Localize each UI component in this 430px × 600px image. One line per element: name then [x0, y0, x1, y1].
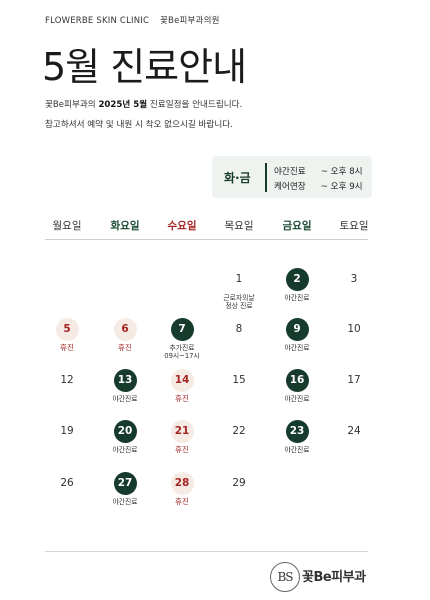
day-number: 10	[347, 322, 361, 335]
day-number: 24	[347, 424, 361, 437]
calendar-day: 23 야간진료	[267, 419, 327, 455]
day-note: 야간진료	[284, 394, 310, 403]
calendar-day: 21 휴진	[152, 419, 212, 455]
calendar-day: 7 추가진료 09시~17시	[152, 317, 212, 361]
calendar-day: 10	[324, 318, 384, 341]
calendar-day: 5 휴진	[37, 317, 97, 353]
day-note: 야간진료	[284, 293, 310, 302]
hours-value: ~ 오후 8시	[320, 167, 363, 177]
day-note: 야간진료	[112, 394, 138, 403]
day-note: 휴진	[175, 496, 189, 506]
day-note: 야간진료	[112, 445, 138, 454]
logo-text: 꽃Be피부과	[302, 570, 366, 585]
hours-label: 야간진료	[274, 167, 306, 177]
calendar-day: 22	[209, 420, 269, 443]
day-number: 13	[113, 368, 137, 392]
day-number: 9	[285, 317, 309, 341]
header-divider	[45, 239, 368, 240]
calendar-day: 9 야간진료	[267, 317, 327, 353]
weekday-label: 월요일	[52, 220, 82, 232]
day-note: 휴진	[60, 342, 74, 352]
night-hours-box: 화·금 야간진료 ~ 오후 8시 케어연장 ~ 오후 9시	[212, 156, 372, 198]
footer-divider	[45, 551, 368, 552]
day-number: 5	[55, 317, 79, 341]
hours-days: 화·금	[224, 171, 251, 185]
day-number: 2	[285, 267, 309, 291]
day-number: 17	[347, 373, 361, 386]
clinic-name-kr: 꽃Be피부과의원	[160, 16, 220, 26]
calendar-day: 15	[209, 369, 269, 392]
calendar-day: 27 야간진료	[95, 471, 155, 507]
day-number: 6	[113, 317, 137, 341]
clinic-header: FLOWERBE SKIN CLINIC 꽃Be피부과의원	[45, 14, 228, 26]
hours-row-night: 야간진료 ~ 오후 8시	[274, 165, 363, 177]
day-number: 15	[232, 373, 246, 386]
day-number: 8	[235, 322, 243, 335]
day-number: 3	[350, 272, 358, 285]
calendar-day: 19	[37, 420, 97, 443]
day-note: 야간진료	[284, 343, 310, 352]
day-number: 28	[170, 471, 194, 495]
weekday-label: 토요일	[339, 220, 369, 232]
calendar-day: 2 야간진료	[267, 267, 327, 303]
day-note: 휴진	[118, 342, 132, 352]
day-note: 휴진	[175, 393, 189, 403]
calendar-day: 13 야간진료	[95, 368, 155, 404]
day-number: 27	[113, 471, 137, 495]
calendar-day: 14 휴진	[152, 368, 212, 404]
weekday-label: 금요일	[282, 220, 312, 232]
day-number: 12	[60, 373, 74, 386]
weekday-label: 목요일	[224, 220, 254, 232]
hours-divider	[265, 163, 267, 192]
day-number: 20	[113, 419, 137, 443]
day-number: 1	[235, 272, 243, 285]
day-number: 16	[285, 368, 309, 392]
intro-line-2: 참고하셔서 예약 및 내원 시 착오 없으시길 바랍니다.	[45, 120, 233, 130]
calendar-day: 12	[37, 369, 97, 392]
day-number: 21	[170, 419, 194, 443]
day-number: 29	[232, 476, 246, 489]
day-number: 22	[232, 424, 246, 437]
logo-mark: BS	[270, 562, 300, 592]
calendar-day: 1 근로자의날 정상 진료	[209, 268, 269, 311]
day-number: 23	[285, 419, 309, 443]
hours-value: ~ 오후 9시	[320, 182, 363, 192]
day-note: 근로자의날 정상 진료	[223, 293, 255, 311]
day-note: 야간진료	[284, 445, 310, 454]
calendar-day: 6 휴진	[95, 317, 155, 353]
intro-pre: 꽃Be피부과의	[45, 100, 99, 110]
day-note: 휴진	[175, 444, 189, 454]
day-number: 19	[60, 424, 74, 437]
intro-line-1: 꽃Be피부과의 2025년 5월 진료일정을 안내드립니다.	[45, 98, 242, 110]
clinic-name-en: FLOWERBE SKIN CLINIC	[45, 16, 150, 26]
calendar-day: 20 야간진료	[95, 419, 155, 455]
weekday-label: 화요일	[110, 220, 140, 232]
day-number: 14	[170, 368, 194, 392]
hours-row-care: 케어연장 ~ 오후 9시	[274, 180, 363, 192]
calendar-day: 17	[324, 369, 384, 392]
calendar-day: 24	[324, 420, 384, 443]
calendar-day: 3	[324, 268, 384, 291]
day-number: 7	[170, 317, 194, 341]
page-title: 5월 진료안내	[42, 45, 247, 89]
day-note: 야간진료	[112, 497, 138, 506]
intro-month: 2025년 5월	[98, 100, 148, 110]
hours-label: 케어연장	[274, 182, 306, 192]
intro-post: 진료일정을 안내드립니다.	[147, 100, 243, 110]
calendar-day: 16 야간진료	[267, 368, 327, 404]
calendar-day: 28 휴진	[152, 471, 212, 507]
calendar-day: 29	[209, 472, 269, 495]
day-note: 추가진료 09시~17시	[164, 343, 200, 361]
day-number: 26	[60, 476, 74, 489]
weekday-label: 수요일	[167, 220, 197, 232]
calendar-day: 26	[37, 472, 97, 495]
calendar-day: 8	[209, 318, 269, 341]
